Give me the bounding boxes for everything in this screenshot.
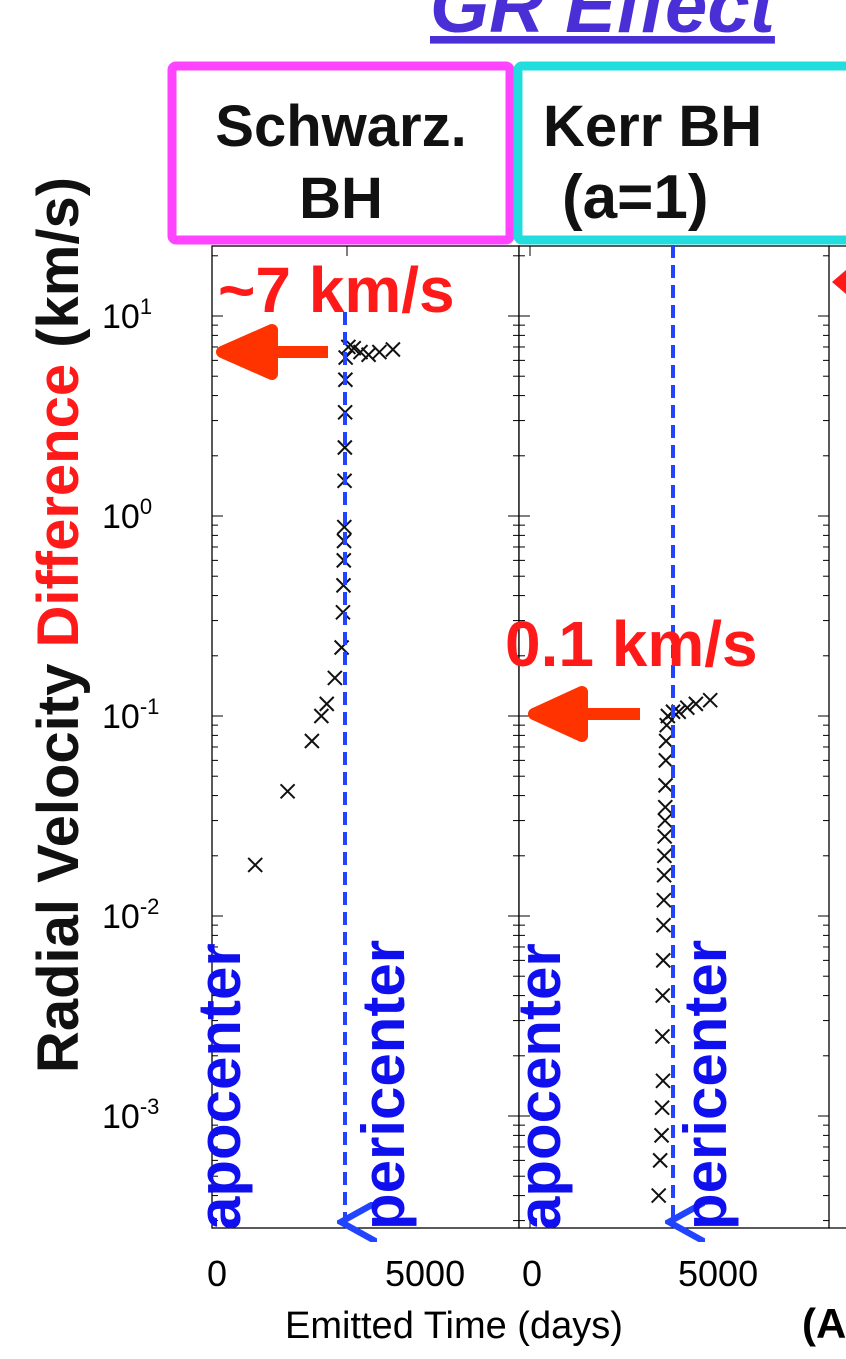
data-point-p1 — [247, 857, 263, 873]
apocenter-label-schwarz: apocenter — [186, 943, 253, 1230]
data-point-p2 — [658, 752, 674, 769]
y-tick-label-1e-3: 10-3 — [102, 1094, 159, 1136]
data-point-p2 — [656, 828, 673, 845]
y-tick-label-1e-2: 10-2 — [102, 894, 159, 936]
y-tick-labels: 101 100 10-1 10-2 10-3 — [102, 294, 159, 1136]
y-tick-label-1e1: 101 — [102, 294, 152, 336]
y-axis-label: Radial Velocity Difference (km/s) — [26, 177, 91, 1073]
x-tick-label-p1-5000: 5000 — [385, 1253, 465, 1294]
data-point-p1 — [304, 733, 320, 749]
data-point-p2 — [657, 777, 674, 794]
kerr-label-line1: Kerr BH — [543, 94, 762, 159]
data-point-p2 — [655, 917, 672, 933]
kerr-diff-annotation: 0.1 km/s — [505, 608, 758, 680]
data-point-p1 — [335, 577, 352, 594]
kerr-label-line2: (a=1) — [562, 163, 708, 232]
x-tick-label-p1-0: 0 — [207, 1253, 227, 1294]
y-tick-label-1e-1: 10-1 — [102, 694, 159, 736]
schwarz-label-line2: BH — [299, 166, 383, 231]
data-point-p2 — [657, 799, 673, 815]
schwarz-label-line1: Schwarz. — [215, 94, 466, 159]
x-tick-labels: 0 5000 0 5000 — [207, 1253, 758, 1294]
data-point-p2 — [656, 892, 672, 908]
pericenter-label-kerr: pericenter — [672, 940, 739, 1230]
data-point-p1 — [327, 670, 343, 686]
schwarz-diff-arrow — [216, 324, 328, 380]
data-point-p2 — [653, 1127, 670, 1144]
panel-frame-schwarz — [211, 245, 520, 1229]
data-point-p2 — [688, 696, 704, 712]
data-point-p2 — [656, 867, 672, 883]
apocenter-label-kerr: apocenter — [506, 943, 573, 1230]
data-point-p2 — [652, 1152, 668, 1169]
pericenter-label-schwarz: pericenter — [350, 940, 417, 1230]
schwarz-label-box — [167, 61, 515, 245]
x-axis-label-extra: (A — [802, 1300, 846, 1347]
data-point-p2 — [658, 733, 674, 749]
kerr-diff-arrow — [528, 686, 640, 742]
data-point-p1 — [335, 604, 351, 621]
data-point-p1 — [352, 344, 369, 360]
kerr-label-box — [513, 61, 846, 245]
data-point-p2 — [654, 987, 671, 1004]
data-point-p2 — [656, 848, 673, 864]
data-point-p1 — [313, 708, 330, 724]
data-point-p1 — [279, 783, 296, 800]
data-point-p2 — [650, 1187, 667, 1204]
data-point-p2 — [654, 1028, 671, 1045]
data-point-p2 — [655, 952, 671, 969]
data-point-p1 — [371, 344, 388, 360]
y-tick-label-1e0: 100 — [102, 494, 152, 536]
schwarz-diff-annotation: ~7 km/s — [218, 254, 455, 326]
data-point-p2 — [655, 1073, 671, 1089]
x-tick-label-p2-0: 0 — [522, 1253, 542, 1294]
data-point-p1 — [337, 439, 353, 456]
data-point-p2 — [654, 1100, 670, 1116]
panel3-red-arrow-partial — [832, 270, 846, 294]
points-layer — [247, 339, 718, 1204]
x-tick-label-p2-5000: 5000 — [678, 1253, 758, 1294]
data-point-p1 — [385, 341, 401, 358]
y-axis-label-part1: Radial Velocity — [26, 648, 91, 1074]
y-axis-label-part3: (km/s) — [26, 177, 91, 364]
figure-title: GR Effect — [430, 0, 778, 49]
data-point-p2 — [679, 700, 696, 716]
y-axis-label-part2: Difference — [26, 364, 91, 648]
data-point-p1 — [336, 519, 353, 535]
x-axis-label: Emitted Time (days) — [285, 1305, 623, 1347]
data-point-p2 — [657, 812, 673, 829]
data-point-p2 — [702, 692, 718, 708]
data-point-p1 — [319, 696, 335, 712]
